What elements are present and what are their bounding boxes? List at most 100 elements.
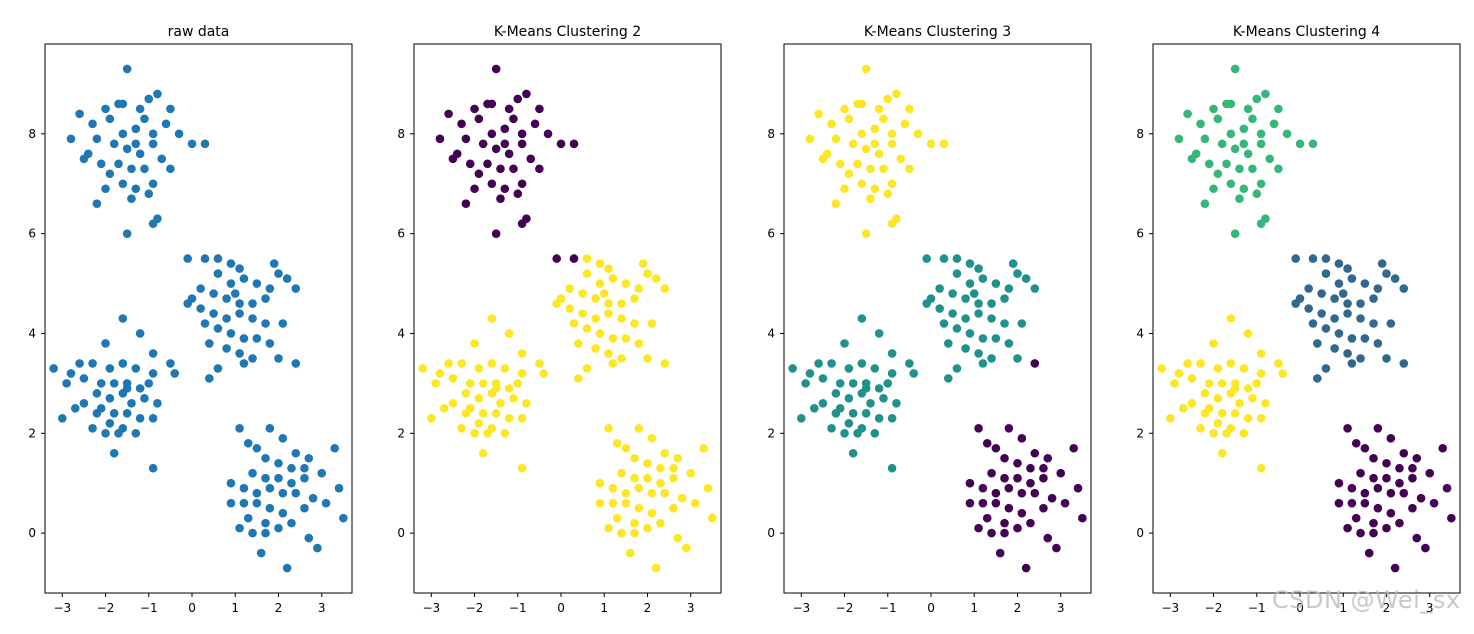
data-point [991, 488, 1001, 498]
data-point [974, 523, 983, 533]
data-point [1395, 518, 1404, 528]
data-point [643, 354, 652, 363]
data-point [905, 104, 914, 114]
data-point [591, 314, 600, 323]
data-point [431, 379, 440, 388]
data-point [109, 409, 119, 418]
data-point [1386, 433, 1396, 443]
data-point [500, 124, 510, 134]
data-point [617, 314, 626, 323]
data-point [226, 329, 236, 338]
data-point [961, 344, 970, 353]
data-point [226, 478, 236, 488]
data-point [530, 119, 540, 129]
data-point [131, 124, 141, 134]
data-point [261, 473, 270, 483]
data-point [974, 349, 983, 358]
data-point [1204, 379, 1214, 388]
data-point [1004, 503, 1014, 513]
data-point [300, 463, 309, 473]
data-point [500, 139, 510, 149]
data-point [952, 324, 962, 333]
data-point [1222, 159, 1231, 169]
data-point [982, 513, 992, 523]
data-point [509, 164, 518, 174]
data-point [148, 219, 158, 228]
data-point [569, 254, 579, 263]
data-point [1399, 359, 1409, 368]
data-point [818, 374, 828, 383]
data-point [870, 184, 880, 194]
data-point [261, 453, 270, 463]
data-point [1360, 498, 1370, 508]
y-tick-label: 6 [1136, 227, 1144, 241]
data-point [101, 184, 110, 194]
data-point [1334, 478, 1344, 488]
data-point [196, 304, 205, 313]
data-point [118, 129, 128, 139]
data-point [1000, 528, 1009, 538]
data-point [870, 139, 880, 149]
data-point [287, 518, 296, 528]
data-point [291, 448, 301, 458]
data-point [656, 463, 665, 473]
data-point [487, 314, 497, 323]
data-point [948, 309, 957, 318]
data-point [844, 114, 854, 124]
data-point [308, 493, 318, 503]
data-point [153, 89, 162, 99]
data-point [1390, 274, 1400, 283]
data-point [1191, 149, 1201, 159]
data-point [1004, 339, 1014, 348]
data-point [857, 129, 867, 139]
y-tick-label: 4 [767, 326, 775, 340]
y-tick-label: 0 [1136, 526, 1144, 540]
data-point [1239, 364, 1249, 373]
data-point [1382, 269, 1391, 278]
data-point [213, 364, 223, 373]
data-point [200, 319, 210, 328]
data-point [703, 483, 713, 493]
data-point [1321, 364, 1331, 373]
data-point [448, 399, 458, 408]
data-point [1382, 354, 1391, 363]
data-point [1209, 339, 1218, 348]
subplot-1: raw data −3 −2 −1 0 1 2 3 0 2 4 6 8 [28, 24, 353, 615]
data-point [140, 114, 149, 124]
data-point [1004, 284, 1014, 293]
data-point [866, 194, 875, 204]
data-point [427, 414, 436, 423]
data-point [504, 149, 514, 159]
data-point [239, 359, 249, 368]
data-point [109, 139, 119, 149]
data-point [1317, 289, 1326, 298]
data-point [556, 294, 566, 303]
data-point [1226, 314, 1236, 323]
data-point [187, 139, 197, 149]
data-point [887, 463, 897, 473]
data-point [874, 384, 884, 393]
data-point [1226, 129, 1236, 139]
subplot-2: K-Means Clustering 2 −3 −2 −1 0 1 2 3 0 2 4 6 8 [397, 24, 722, 615]
data-point [79, 399, 89, 408]
data-point [291, 359, 301, 368]
data-point [1217, 448, 1227, 458]
x-tick-label: −2 [466, 601, 484, 615]
data-point [70, 404, 80, 413]
data-point [491, 409, 501, 418]
data-point [887, 179, 897, 189]
data-point [848, 139, 858, 149]
data-point [478, 409, 488, 418]
data-point [974, 424, 983, 433]
data-point [844, 419, 854, 428]
data-point [621, 334, 631, 343]
data-point [669, 503, 678, 513]
data-point [827, 424, 836, 433]
axes-frame [413, 43, 722, 594]
data-point [222, 294, 231, 303]
data-point [801, 379, 810, 388]
data-point [317, 468, 327, 478]
data-point [835, 379, 845, 388]
data-point [582, 254, 592, 263]
data-point [905, 164, 914, 174]
